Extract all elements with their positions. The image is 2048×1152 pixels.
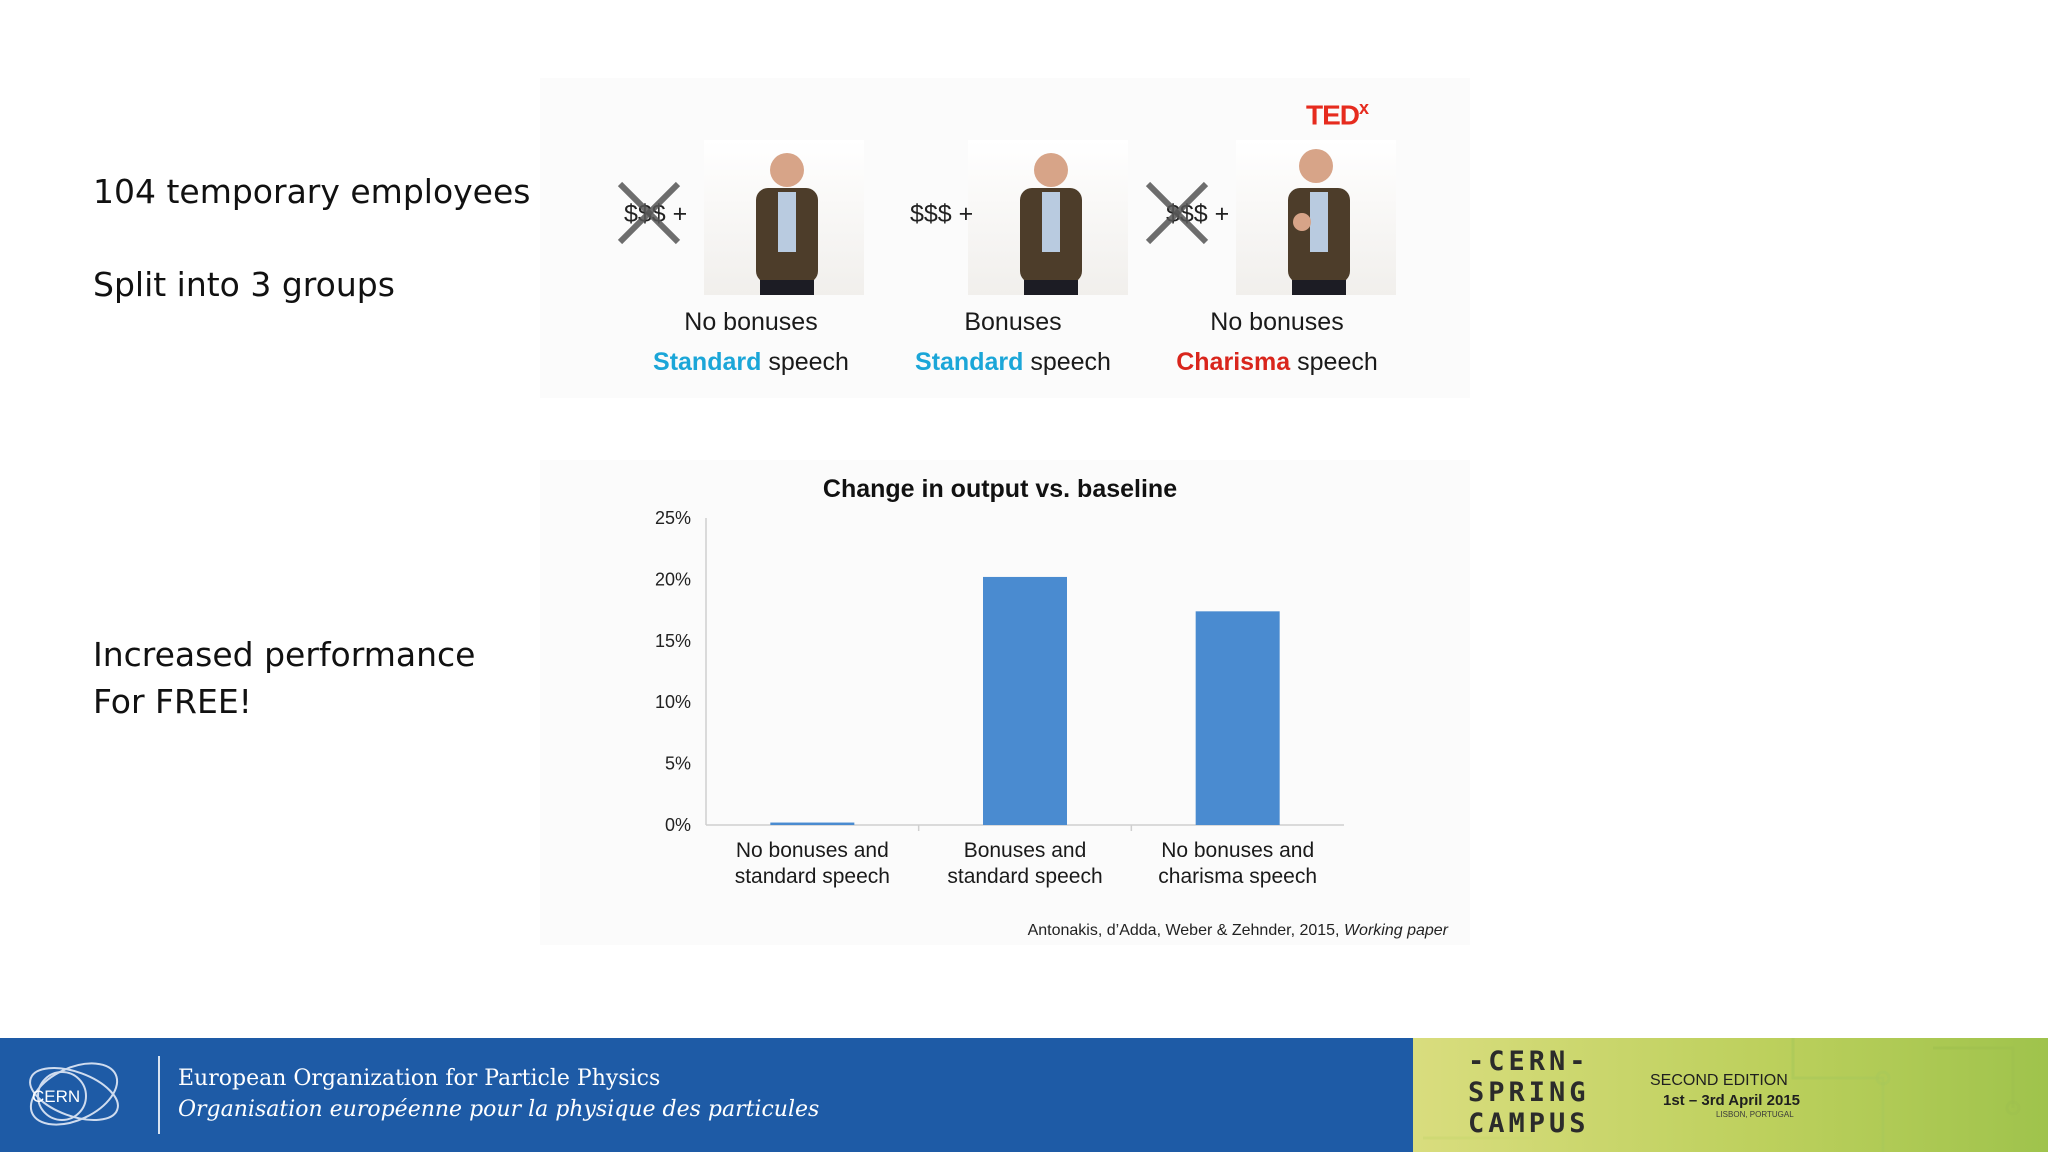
spring-campus-logo: -CERN- SPRING CAMPUS <box>1468 1046 1590 1139</box>
condition-1-speech-label: Standard speech <box>653 348 849 376</box>
cross-out-icon <box>617 181 681 245</box>
cross-out-icon <box>1145 181 1209 245</box>
footer-blue-band <box>0 1038 1413 1152</box>
condition-2-speech-label: Standard speech <box>915 348 1111 376</box>
x-category-label: Bonuses and <box>964 839 1087 862</box>
org-name-fr: Organisation européenne pour la physique… <box>178 1097 820 1122</box>
y-tick-label: 25% <box>655 508 691 528</box>
free-text: For FREE! <box>93 682 252 721</box>
condition-2-bonus-label: Bonuses <box>964 308 1062 336</box>
money-text: $$$ + <box>910 200 974 228</box>
circuit-pattern <box>1423 1038 2021 1152</box>
condition-3-image: $$$ + <box>1145 140 1396 295</box>
footer-green-band <box>1413 1038 2048 1152</box>
bar <box>770 822 855 825</box>
y-tick-label: 20% <box>655 569 691 589</box>
footer-banner: CERN European Organization for Particle … <box>0 1038 2048 1152</box>
location-text: LISBON, PORTUGAL <box>1716 1110 1794 1119</box>
y-tick-label: 10% <box>655 692 691 712</box>
org-name-en: European Organization for Particle Physi… <box>178 1066 661 1091</box>
condition-3-speech-label: Charisma speech <box>1176 348 1378 376</box>
x-category-label: standard speech <box>947 865 1102 888</box>
svg-text:CERN: CERN <box>32 1087 80 1106</box>
performance-text: Increased performance <box>93 635 476 674</box>
y-tick-label: 0% <box>665 815 691 835</box>
speaker-figure <box>1288 149 1350 295</box>
x-category-label: No bonuses and <box>1161 839 1314 862</box>
bar <box>983 576 1067 825</box>
edition-text: SECOND EDITION <box>1650 1072 1788 1089</box>
condition-1-bonus-label: No bonuses <box>684 308 818 336</box>
condition-2-image: $$$ + <box>888 140 1128 295</box>
footer-divider <box>158 1056 160 1134</box>
y-tick-label: 5% <box>665 754 691 774</box>
citation: Antonakis, d’Adda, Weber & Zehnder, 2015… <box>1027 922 1448 939</box>
cern-logo: CERN <box>29 1062 119 1126</box>
chart-title: Change in output vs. baseline <box>823 475 1177 503</box>
groups-text: Split into 3 groups <box>93 265 395 304</box>
speaker-photo <box>968 140 1128 295</box>
speaker-photo <box>704 140 864 295</box>
speaker-photo <box>1236 140 1396 295</box>
x-category-label: No bonuses and <box>736 839 889 862</box>
bar <box>1195 611 1280 825</box>
x-category-label: charisma speech <box>1158 865 1317 888</box>
y-tick-label: 15% <box>655 631 691 651</box>
employees-count-text: 104 temporary employees <box>93 172 531 211</box>
condition-3-bonus-label: No bonuses <box>1210 308 1344 336</box>
speaker-figure <box>756 153 818 295</box>
condition-1-image: $$$ + <box>617 140 864 295</box>
tedx-logo: TEDx <box>1306 98 1369 131</box>
dates-text: 1st – 3rd April 2015 <box>1663 1092 1801 1109</box>
speaker-figure <box>1020 153 1082 295</box>
x-category-label: standard speech <box>735 865 890 888</box>
